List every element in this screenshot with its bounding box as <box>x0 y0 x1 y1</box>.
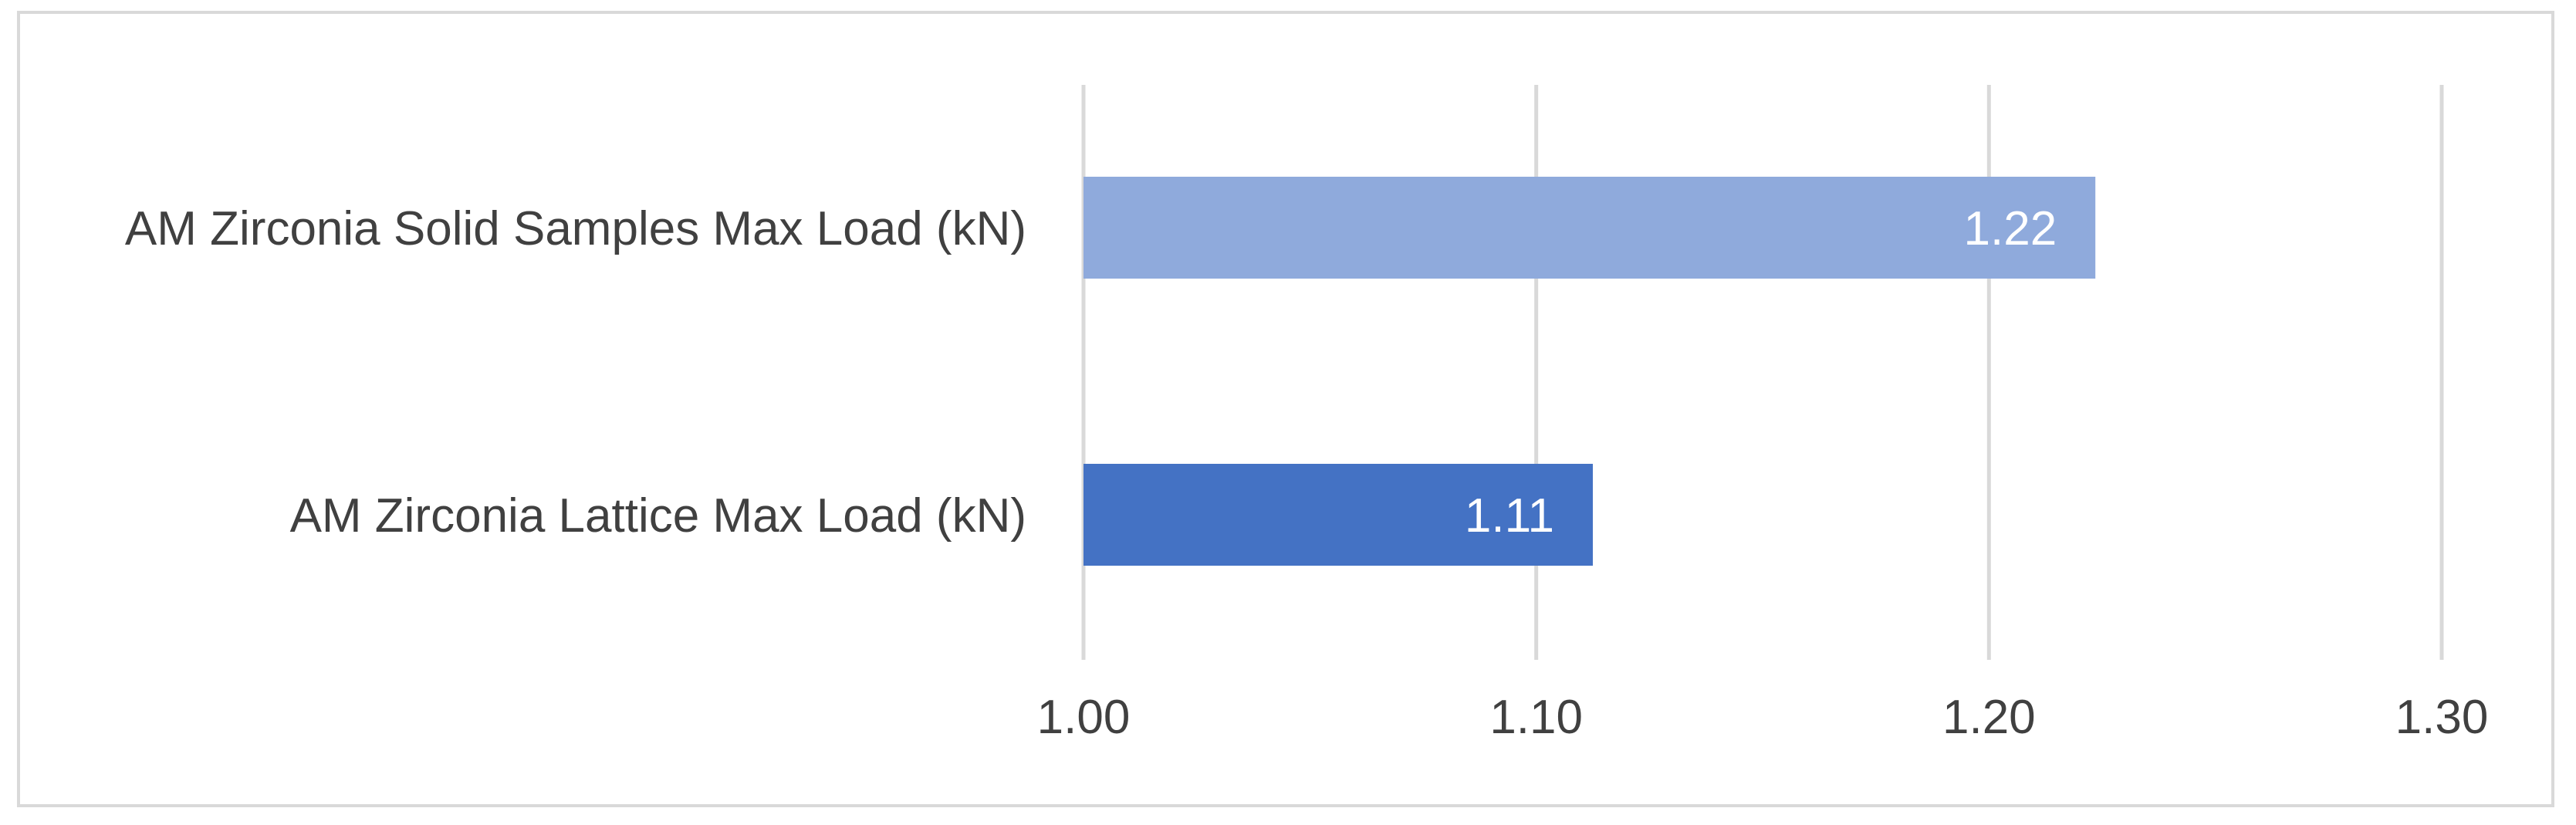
gridlines <box>1081 85 2444 660</box>
data-label: 1.11 <box>1465 489 1554 543</box>
category-label: AM Zirconia Solid Samples Max Load (kN) <box>125 202 1026 255</box>
category-label: AM Zirconia Lattice Max Load (kN) <box>290 489 1026 543</box>
x-tick-label: 1.20 <box>1942 691 2036 744</box>
data-label: 1.22 <box>1964 202 2057 255</box>
labels: 1.00 1.10 1.20 1.30 1.22 AM Zirconia Solid Sa… <box>125 202 2488 744</box>
bar <box>1083 177 2096 279</box>
x-tick-label: 1.10 <box>1489 691 1583 744</box>
x-tick-label: 1.30 <box>2395 691 2489 744</box>
x-tick-label: 1.00 <box>1037 691 1131 744</box>
bar <box>1083 464 1593 566</box>
bars <box>1083 177 2096 566</box>
chart-frame <box>17 11 2554 807</box>
